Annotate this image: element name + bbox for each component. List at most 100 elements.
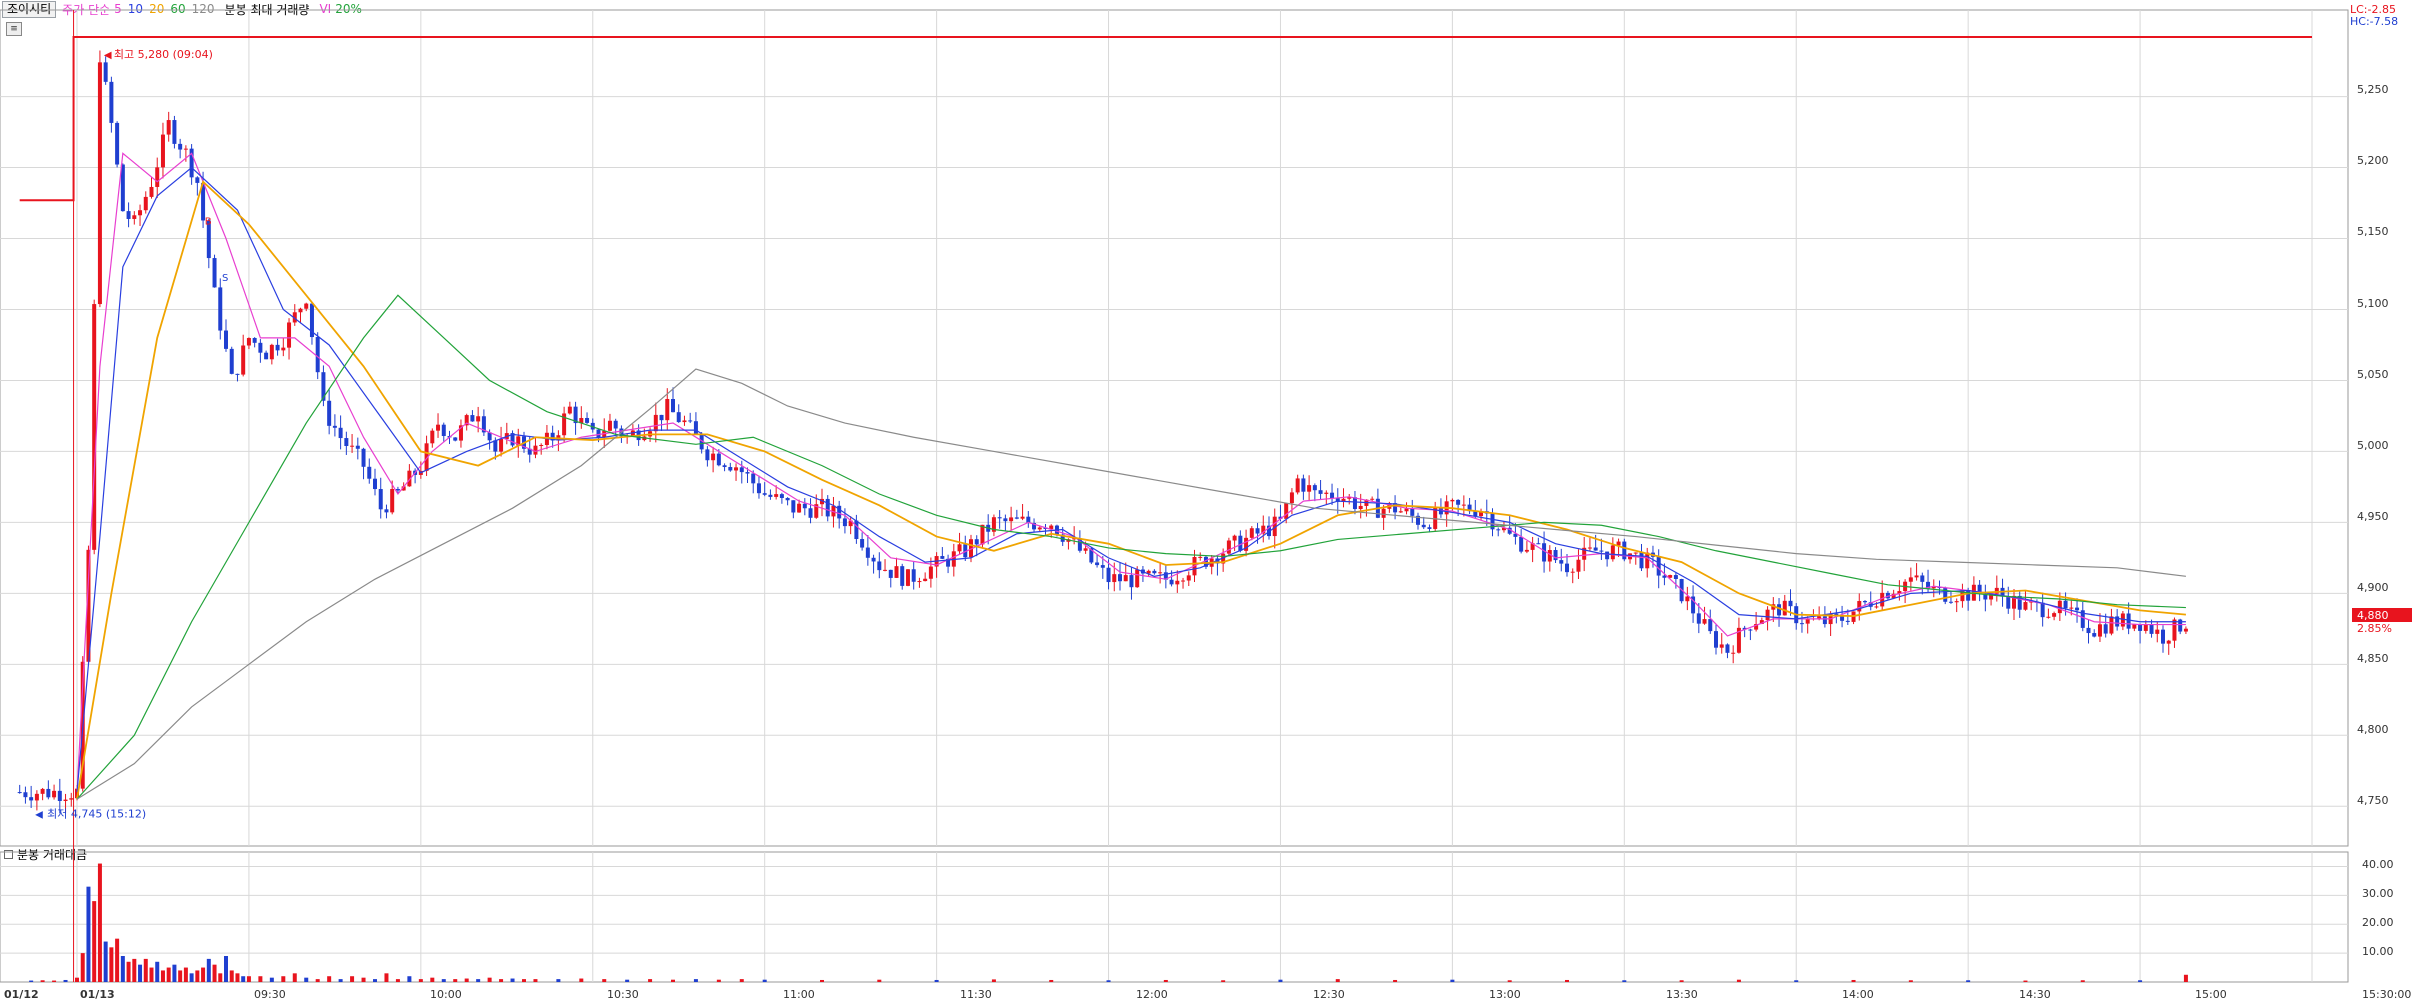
- candle-body: [1822, 616, 1827, 625]
- candle-body: [1312, 485, 1317, 491]
- candle-body: [2161, 629, 2165, 644]
- current-change-label: 2.85%: [2357, 622, 2392, 635]
- candle-body: [848, 520, 853, 527]
- candle-body: [797, 503, 802, 513]
- volume-bar: [235, 973, 240, 982]
- candle-body: [430, 430, 435, 444]
- candle-body: [894, 566, 899, 578]
- candle-body: [705, 449, 710, 461]
- grid: [0, 9, 2349, 983]
- candle-body: [23, 792, 28, 798]
- candle-body: [1501, 527, 1506, 531]
- x-tick-label: 14:30: [2019, 988, 2051, 1001]
- candle-body: [2086, 627, 2091, 634]
- candle-body: [1610, 545, 1615, 560]
- candle-body: [195, 177, 200, 183]
- volume-bar: [195, 970, 200, 982]
- candle-body: [115, 122, 120, 165]
- candle-body: [132, 215, 137, 219]
- candle-body: [1656, 556, 1661, 576]
- candle-body: [1983, 593, 1988, 600]
- x-tick-label: 09:30: [254, 988, 286, 1001]
- candle-body: [229, 348, 234, 374]
- y-tick-label: 5,200: [2357, 154, 2389, 167]
- volume-bar: [1622, 980, 1627, 982]
- candle-body: [1479, 511, 1484, 517]
- candle-body: [75, 788, 79, 799]
- candle-body: [1920, 575, 1925, 582]
- x-tick-label: 10:00: [430, 988, 462, 1001]
- volume-tick-label: 10.00: [2362, 945, 2394, 958]
- y-tick-label: 5,250: [2357, 83, 2389, 96]
- candle-body: [1060, 534, 1065, 542]
- volume-bar: [2138, 980, 2143, 982]
- volume-bar: [212, 964, 217, 982]
- candle-body: [1238, 535, 1243, 551]
- candle-body: [390, 488, 395, 513]
- candle-body: [1633, 552, 1638, 554]
- candle-body: [860, 539, 865, 548]
- y-tick-label: 5,000: [2357, 439, 2389, 452]
- panel-toggle-button[interactable]: ≡: [6, 22, 22, 36]
- candle-body: [1295, 478, 1300, 493]
- stock-name-button[interactable]: 조이시티: [2, 0, 57, 18]
- candle-body: [527, 448, 532, 455]
- candle-body: [476, 416, 481, 422]
- candle-body: [1169, 579, 1174, 585]
- volume-bar: [716, 979, 721, 982]
- candle-body: [533, 445, 538, 455]
- candle-body: [2172, 619, 2177, 641]
- candle-body: [407, 470, 412, 487]
- candle-body: [699, 433, 704, 450]
- volume-bar: [160, 970, 165, 982]
- volume-panel-toggle-icon[interactable]: [4, 850, 13, 859]
- x-tick-label: 11:00: [783, 988, 815, 1001]
- candle-body: [1805, 619, 1810, 624]
- volume-bar: [625, 979, 630, 982]
- candle-body: [1037, 527, 1042, 530]
- candle-body: [1530, 543, 1535, 550]
- volume-bar: [384, 973, 389, 982]
- candle-body: [126, 211, 131, 219]
- candle-body: [1599, 550, 1604, 552]
- candle-body: [2023, 602, 2028, 610]
- candle-body: [1593, 547, 1598, 551]
- candle-body: [808, 508, 813, 518]
- candle-body: [510, 433, 515, 446]
- candle-body: [1977, 584, 1982, 594]
- candle-body: [928, 566, 933, 579]
- candle-body: [63, 799, 68, 802]
- candle-body: [1198, 556, 1203, 558]
- candle-body: [1381, 508, 1386, 518]
- candle-body: [344, 438, 349, 446]
- volume-bar: [269, 977, 274, 982]
- volume-bar: [1507, 980, 1512, 982]
- candle-body: [1118, 574, 1122, 582]
- candle-body: [1788, 600, 1793, 607]
- volume-bar: [1221, 980, 1226, 982]
- candle-body: [436, 424, 441, 431]
- ma-line-5: [76, 152, 2186, 793]
- candle-body: [252, 337, 257, 343]
- volume-bar: [487, 977, 492, 982]
- candle-body: [1759, 620, 1764, 625]
- hc-label: HC:-7.58: [2350, 15, 2398, 28]
- candle-body: [1994, 587, 1999, 594]
- candle-body: [1158, 572, 1163, 574]
- candle-body: [499, 439, 504, 452]
- x-tick-label: 15:30:00: [2362, 988, 2411, 1001]
- volume-bar: [132, 958, 137, 982]
- volume-bar: [241, 976, 246, 982]
- candle-body: [1662, 575, 1667, 578]
- volume-bar: [499, 979, 504, 982]
- candle-body: [1003, 518, 1008, 522]
- volume-bar: [1565, 979, 1569, 982]
- volume-bar: [373, 979, 377, 982]
- candle-body: [160, 134, 165, 168]
- candle-body: [292, 312, 297, 323]
- volume-bar: [304, 977, 309, 982]
- volume-bar: [92, 901, 97, 982]
- y-tick-label: 5,050: [2357, 368, 2389, 381]
- candle-body: [1307, 485, 1312, 492]
